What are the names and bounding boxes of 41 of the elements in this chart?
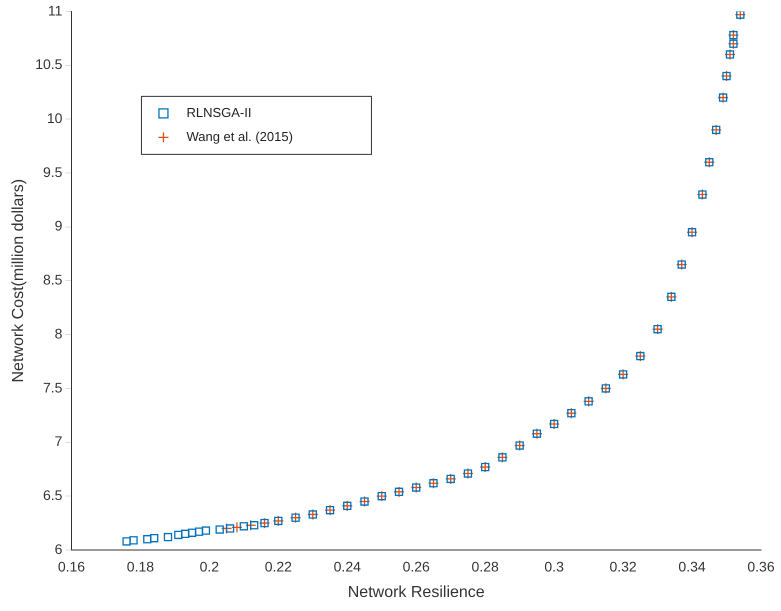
point bbox=[174, 530, 183, 540]
point bbox=[143, 535, 152, 544]
x-tick-label: 0.32 bbox=[609, 558, 637, 574]
x-tick-label: 0.22 bbox=[264, 558, 292, 574]
point bbox=[240, 522, 248, 530]
x-tick-label: 0.16 bbox=[58, 558, 86, 574]
x-tick-label: 0.34 bbox=[678, 558, 706, 574]
point bbox=[194, 528, 204, 536]
x-tick-label: 0.36 bbox=[747, 558, 775, 574]
point bbox=[202, 526, 210, 535]
x-tick-label: 0.2 bbox=[200, 558, 220, 574]
y-tick-label: 6 bbox=[54, 540, 63, 557]
x-axis-title: Network Resilience bbox=[348, 584, 485, 601]
y-tick-label: 6.5 bbox=[42, 487, 63, 503]
y-tick-label: 10 bbox=[46, 110, 63, 126]
y-tick-label: 9.5 bbox=[42, 164, 63, 180]
x-tick-label: 0.18 bbox=[126, 558, 154, 574]
point bbox=[164, 532, 172, 542]
x-tick-label: 0.28 bbox=[472, 558, 500, 574]
y-tick-label: 8.5 bbox=[42, 272, 63, 288]
y-tick-label: 9 bbox=[54, 218, 63, 234]
point bbox=[129, 536, 138, 544]
y-tick-label: 7 bbox=[54, 433, 63, 450]
point bbox=[188, 528, 196, 537]
y-tick-label: 10.5 bbox=[35, 56, 63, 72]
point bbox=[231, 522, 243, 534]
legend-label: Wang et al. (2015) bbox=[186, 128, 293, 144]
x-tick-label: 0.26 bbox=[402, 558, 430, 574]
point bbox=[250, 521, 258, 530]
point bbox=[245, 520, 256, 531]
y-tick-label: 11 bbox=[48, 2, 63, 18]
point bbox=[150, 534, 158, 542]
y-tick-label: 7.5 bbox=[42, 379, 63, 396]
point bbox=[226, 524, 234, 533]
y-axis-title: Network Cost(million dollars) bbox=[10, 178, 28, 383]
y-tick-label: 8 bbox=[54, 325, 63, 342]
x-tick-label: 0.24 bbox=[334, 558, 362, 574]
point bbox=[122, 537, 131, 546]
x-tick-label: 0.3 bbox=[544, 558, 564, 574]
point bbox=[216, 525, 224, 534]
legend-label: RLNSGA-II bbox=[186, 104, 252, 120]
